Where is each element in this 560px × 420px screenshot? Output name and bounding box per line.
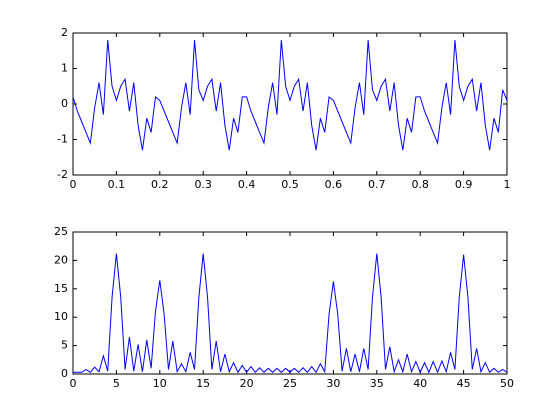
axes-box	[72, 231, 508, 375]
x-tick-label: 25	[283, 377, 297, 390]
data-line	[72, 40, 508, 151]
x-tick-label: 0.4	[238, 178, 256, 191]
y-tick-label: 1	[61, 62, 68, 75]
x-tick-label: 0.8	[411, 178, 429, 191]
x-tick-label: 0.7	[368, 178, 386, 191]
axes-box	[72, 32, 508, 176]
data-line	[73, 253, 508, 374]
x-tick-label: 45	[457, 377, 471, 390]
x-tick-label: 0	[70, 377, 77, 390]
y-tick-label: 0	[61, 97, 68, 110]
x-tick-label: 0.1	[108, 178, 126, 191]
x-tick-label: 5	[113, 377, 120, 390]
y-tick-label: 10	[54, 310, 68, 323]
x-tick-label: 0.6	[325, 178, 343, 191]
y-tick-label: -1	[57, 133, 68, 146]
y-tick-label: 0	[61, 367, 68, 380]
x-tick-label: 35	[370, 377, 384, 390]
x-tick-label: 50	[500, 377, 514, 390]
x-tick-label: 0.3	[194, 178, 212, 191]
x-tick-label: 0.2	[151, 178, 169, 191]
y-tick-label: 5	[61, 339, 68, 352]
x-tick-label: 15	[196, 377, 210, 390]
x-tick-label: 20	[240, 377, 254, 390]
y-tick-label: 20	[54, 253, 68, 266]
x-tick-label: 10	[153, 377, 167, 390]
y-tick-label: 2	[61, 26, 68, 39]
x-tick-label: 0.5	[281, 178, 299, 191]
y-tick-label: -2	[57, 168, 68, 181]
x-tick-label: 0	[70, 178, 77, 191]
y-tick-label: 25	[54, 225, 68, 238]
x-tick-label: 1	[504, 178, 511, 191]
x-tick-label: 30	[326, 377, 340, 390]
y-tick-label: 15	[54, 282, 68, 295]
x-tick-label: 40	[413, 377, 427, 390]
x-tick-label: 0.9	[455, 178, 473, 191]
